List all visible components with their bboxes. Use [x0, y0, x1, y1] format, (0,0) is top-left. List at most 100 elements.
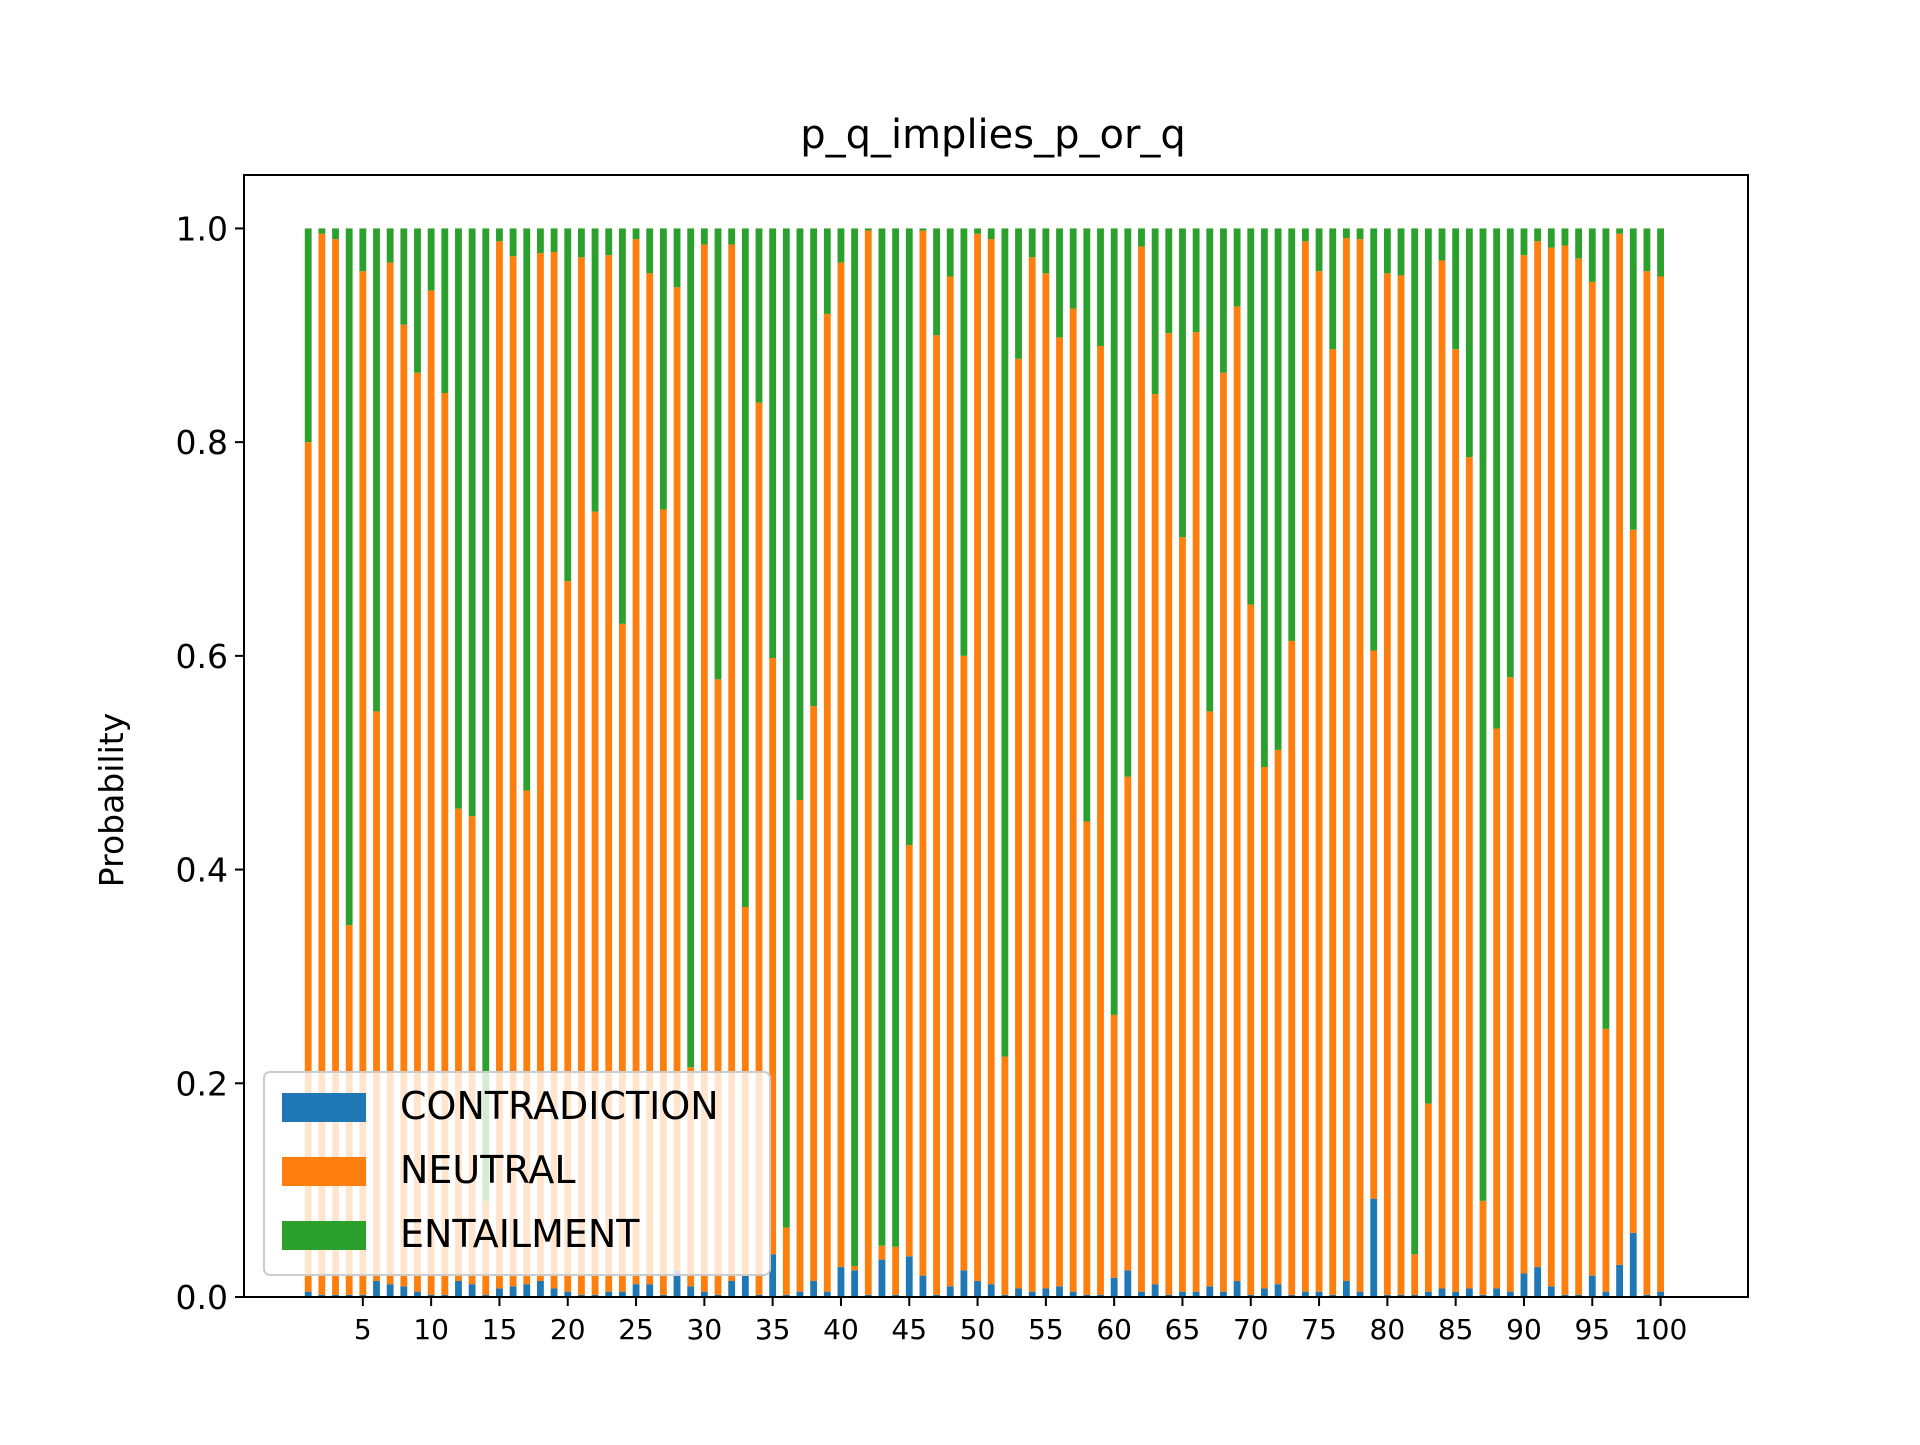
bar-contradiction-94 [1575, 1294, 1583, 1297]
y-tick-label: 1.0 [176, 209, 228, 248]
bar-contradiction-40 [837, 1267, 845, 1297]
bars-layer [304, 228, 1664, 1297]
bar-entailment-37 [796, 228, 804, 801]
bar-entailment-18 [537, 228, 544, 254]
x-tick-label: 15 [482, 1313, 518, 1346]
bar-neutral-83 [1424, 1103, 1432, 1292]
bar-contradiction-97 [1616, 1264, 1624, 1297]
x-tick-label: 35 [755, 1313, 791, 1346]
bar-neutral-89 [1506, 677, 1514, 1292]
bar-contradiction-32 [728, 1280, 736, 1297]
bar-entailment-40 [837, 228, 845, 263]
bar-entailment-23 [605, 228, 613, 256]
bar-contradiction-65 [1179, 1291, 1186, 1297]
bar-contradiction-45 [905, 1256, 913, 1297]
bar-contradiction-98 [1629, 1232, 1637, 1297]
bar-neutral-79 [1370, 650, 1378, 1199]
bar-entailment-99 [1643, 228, 1651, 272]
bar-entailment-38 [810, 228, 818, 707]
bar-contradiction-14 [482, 1294, 490, 1297]
bar-contradiction-29 [687, 1286, 695, 1297]
bar-contradiction-48 [946, 1286, 954, 1297]
bar-entailment-52 [1001, 228, 1009, 1057]
bar-entailment-29 [687, 228, 695, 1068]
bar-neutral-55 [1042, 273, 1050, 1289]
legend-label-entailment: ENTAILMENT [400, 1212, 640, 1256]
bar-entailment-4 [345, 228, 353, 926]
bar-entailment-53 [1015, 228, 1022, 359]
x-tick-label: 10 [413, 1313, 449, 1346]
bar-neutral-81 [1397, 275, 1405, 1295]
x-tick-label: 100 [1634, 1313, 1687, 1346]
bar-contradiction-60 [1110, 1277, 1118, 1297]
bar-neutral-94 [1575, 258, 1583, 1295]
bar-entailment-33 [741, 228, 749, 907]
legend-swatch-entailment [282, 1221, 366, 1250]
bar-neutral-62 [1138, 246, 1145, 1292]
bar-neutral-52 [1001, 1056, 1009, 1295]
bar-entailment-56 [1056, 228, 1063, 338]
bar-entailment-13 [468, 228, 476, 817]
bar-neutral-80 [1383, 273, 1391, 1295]
x-tick-label: 90 [1506, 1313, 1542, 1346]
bar-contradiction-83 [1424, 1291, 1432, 1297]
bar-neutral-5 [359, 271, 367, 1295]
bar-contradiction-90 [1520, 1273, 1528, 1297]
bar-neutral-95 [1588, 281, 1596, 1276]
bar-contradiction-59 [1097, 1294, 1104, 1297]
x-tick-label: 85 [1438, 1313, 1474, 1346]
bar-entailment-97 [1616, 228, 1624, 234]
bar-entailment-32 [728, 228, 736, 245]
bar-contradiction-1 [304, 1291, 312, 1297]
bar-entailment-61 [1124, 228, 1132, 777]
y-tick-label: 0.6 [176, 637, 228, 676]
bar-contradiction-81 [1397, 1294, 1405, 1297]
y-tick-label: 0.4 [176, 851, 228, 890]
bar-contradiction-17 [523, 1284, 531, 1297]
bar-neutral-53 [1015, 358, 1022, 1289]
bar-entailment-11 [441, 228, 449, 393]
bar-contradiction-76 [1329, 1294, 1337, 1297]
bar-entailment-49 [960, 228, 968, 656]
bar-neutral-13 [468, 816, 476, 1285]
bar-neutral-60 [1110, 1014, 1118, 1278]
bar-contradiction-21 [577, 1294, 585, 1297]
x-tick-label: 95 [1574, 1313, 1610, 1346]
bar-contradiction-20 [564, 1291, 572, 1297]
x-tick-label: 80 [1370, 1313, 1406, 1346]
bar-contradiction-41 [851, 1270, 859, 1297]
bar-neutral-10 [427, 290, 435, 1295]
bar-entailment-66 [1192, 228, 1200, 333]
bar-entailment-82 [1411, 228, 1419, 1255]
bar-contradiction-95 [1588, 1275, 1596, 1297]
bar-contradiction-4 [345, 1294, 353, 1297]
bar-neutral-31 [714, 679, 722, 1295]
bar-entailment-15 [496, 228, 503, 242]
bar-entailment-92 [1547, 228, 1555, 248]
bar-neutral-3 [332, 239, 339, 1295]
bar-entailment-2 [318, 228, 326, 234]
bar-contradiction-67 [1206, 1286, 1214, 1297]
bar-contradiction-64 [1165, 1294, 1173, 1297]
bar-entailment-72 [1274, 228, 1282, 750]
bar-contradiction-52 [1001, 1294, 1009, 1297]
bar-neutral-97 [1616, 233, 1624, 1265]
bar-contradiction-9 [414, 1291, 421, 1297]
axes-layer: 0.0 0.2 0.4 0.6 0.8 1.0 5 10 15 20 25 30 35 40 45 50 55 6… [176, 174, 1749, 1346]
x-tick-label: 65 [1165, 1313, 1201, 1346]
x-tick-label: 5 [354, 1313, 372, 1346]
bar-neutral-84 [1438, 260, 1446, 1289]
bar-entailment-36 [782, 228, 790, 1228]
bar-neutral-34 [755, 402, 763, 1295]
bar-neutral-74 [1301, 241, 1309, 1292]
bar-contradiction-26 [646, 1284, 654, 1297]
bar-entailment-26 [646, 228, 654, 274]
bar-neutral-16 [509, 256, 517, 1287]
bar-entailment-44 [892, 228, 900, 1247]
bar-neutral-24 [618, 623, 626, 1292]
bar-entailment-48 [946, 228, 954, 277]
bar-entailment-12 [455, 228, 462, 809]
x-tick-label: 50 [960, 1313, 996, 1346]
bar-contradiction-43 [878, 1259, 886, 1297]
